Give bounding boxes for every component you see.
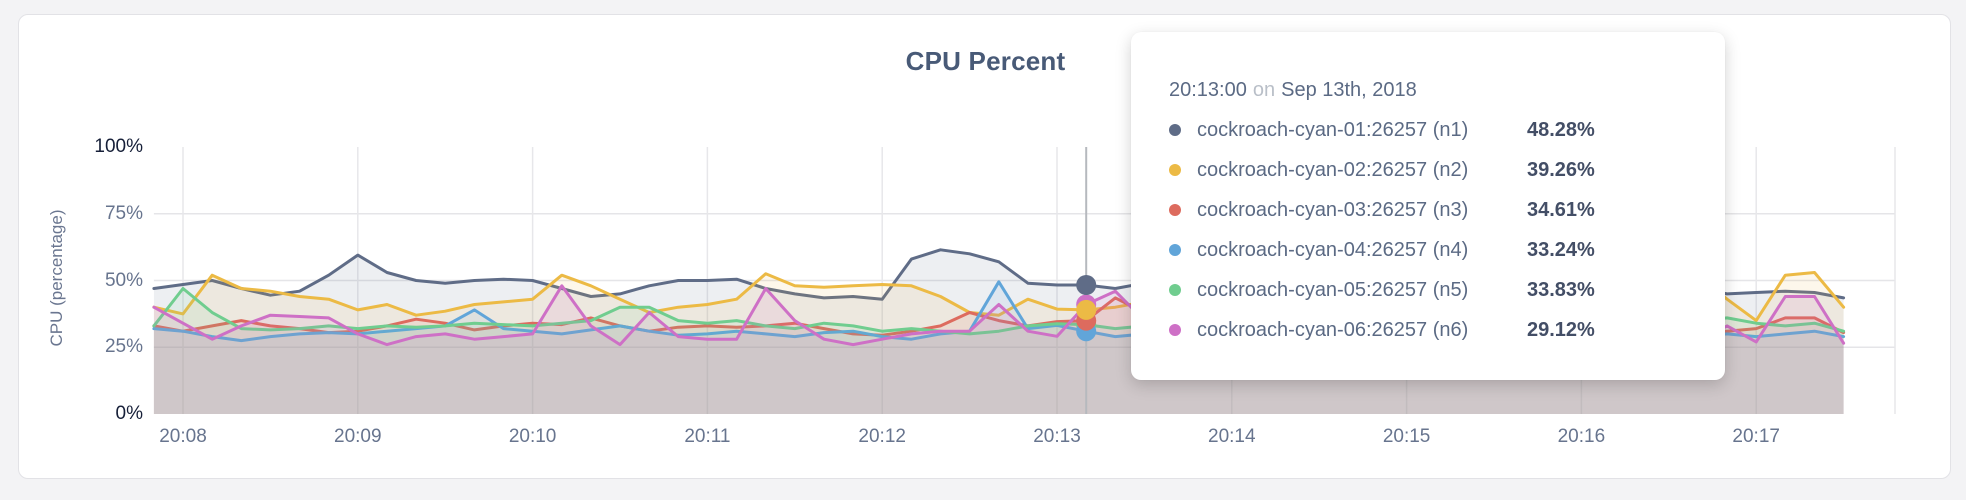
tooltip-row: cockroach-cyan-04:26257 (n4) 33.24% <box>1169 230 1695 270</box>
x-axis-tick: 20:10 <box>508 426 557 447</box>
series-area-n4 <box>153 281 1844 414</box>
y-axis-tick-100: 100% <box>94 136 143 157</box>
series-area-n3 <box>153 297 1844 414</box>
x-axis-tick: 20:08 <box>159 426 207 447</box>
x-axis-tick: 20:16 <box>1557 426 1606 447</box>
tooltip-row: cockroach-cyan-06:26257 (n6) 29.12% <box>1169 310 1695 350</box>
x-axis-tick: 20:17 <box>1732 426 1780 447</box>
x-axis-tick: 20:14 <box>1208 426 1256 447</box>
tooltip-series-name: cockroach-cyan-01:26257 (n1) <box>1197 118 1469 141</box>
x-axis-tick: 20:11 <box>684 426 731 447</box>
tooltip-series-value: 34.61% <box>1527 198 1595 221</box>
tooltip-on-word: on <box>1252 79 1276 101</box>
tooltip-timestamp: 20:13:00 on Sep 13th, 2018 <box>1169 76 1695 104</box>
tooltip-series-value: 48.28% <box>1527 118 1595 141</box>
tooltip-time: 20:13:00 <box>1169 79 1247 101</box>
x-axis-tick: 20:15 <box>1382 426 1431 447</box>
tooltip-row: cockroach-cyan-02:26257 (n2) 39.26% <box>1169 150 1695 190</box>
series-color-dot-icon <box>1169 284 1181 296</box>
y-axis-tick-75: 75% <box>104 202 143 224</box>
hover-tooltip: 20:13:00 on Sep 13th, 2018 cockroach-cyan-… <box>1131 32 1725 380</box>
series-color-dot-icon <box>1169 164 1181 176</box>
x-axis-tick: 20:13 <box>1033 426 1081 447</box>
chart-title: CPU Percent <box>905 46 1066 76</box>
x-axis-tick: 20:12 <box>858 426 906 447</box>
series-color-dot-icon <box>1169 204 1181 216</box>
tooltip-rows: cockroach-cyan-01:26257 (n1) 48.28% cockro… <box>1169 110 1695 350</box>
series-color-dot-icon <box>1169 244 1181 256</box>
tooltip-series-name: cockroach-cyan-03:26257 (n3) <box>1197 198 1469 221</box>
tooltip-series-value: 33.24% <box>1527 238 1595 261</box>
tooltip-date: Sep 13th, 2018 <box>1281 79 1417 101</box>
hover-dot-n2 <box>1076 299 1097 320</box>
tooltip-series-value: 29.12% <box>1527 318 1595 341</box>
y-axis-tick-25: 25% <box>104 336 143 358</box>
tooltip-row: cockroach-cyan-01:26257 (n1) 48.28% <box>1169 110 1695 150</box>
tooltip-series-name: cockroach-cyan-04:26257 (n4) <box>1197 238 1469 261</box>
tooltip-series-name: cockroach-cyan-06:26257 (n6) <box>1197 318 1469 341</box>
tooltip-series-value: 33.83% <box>1527 278 1595 301</box>
series-color-dot-icon <box>1169 124 1181 136</box>
series-area-n5 <box>153 288 1844 414</box>
tooltip-series-value: 39.26% <box>1527 158 1595 181</box>
x-axis-tick: 20:09 <box>334 426 382 447</box>
hover-dot-n1 <box>1076 275 1097 295</box>
tooltip-row: cockroach-cyan-03:26257 (n3) 34.61% <box>1169 190 1695 230</box>
y-axis-tick-50: 50% <box>104 269 143 291</box>
series-area-n6 <box>153 285 1844 414</box>
tooltip-row: cockroach-cyan-05:26257 (n5) 33.83% <box>1169 270 1695 310</box>
series-color-dot-icon <box>1169 324 1181 336</box>
y-axis-tick-0: 0% <box>115 403 143 424</box>
tooltip-series-name: cockroach-cyan-05:26257 (n5) <box>1197 278 1469 301</box>
tooltip-series-name: cockroach-cyan-02:26257 (n2) <box>1197 158 1469 181</box>
